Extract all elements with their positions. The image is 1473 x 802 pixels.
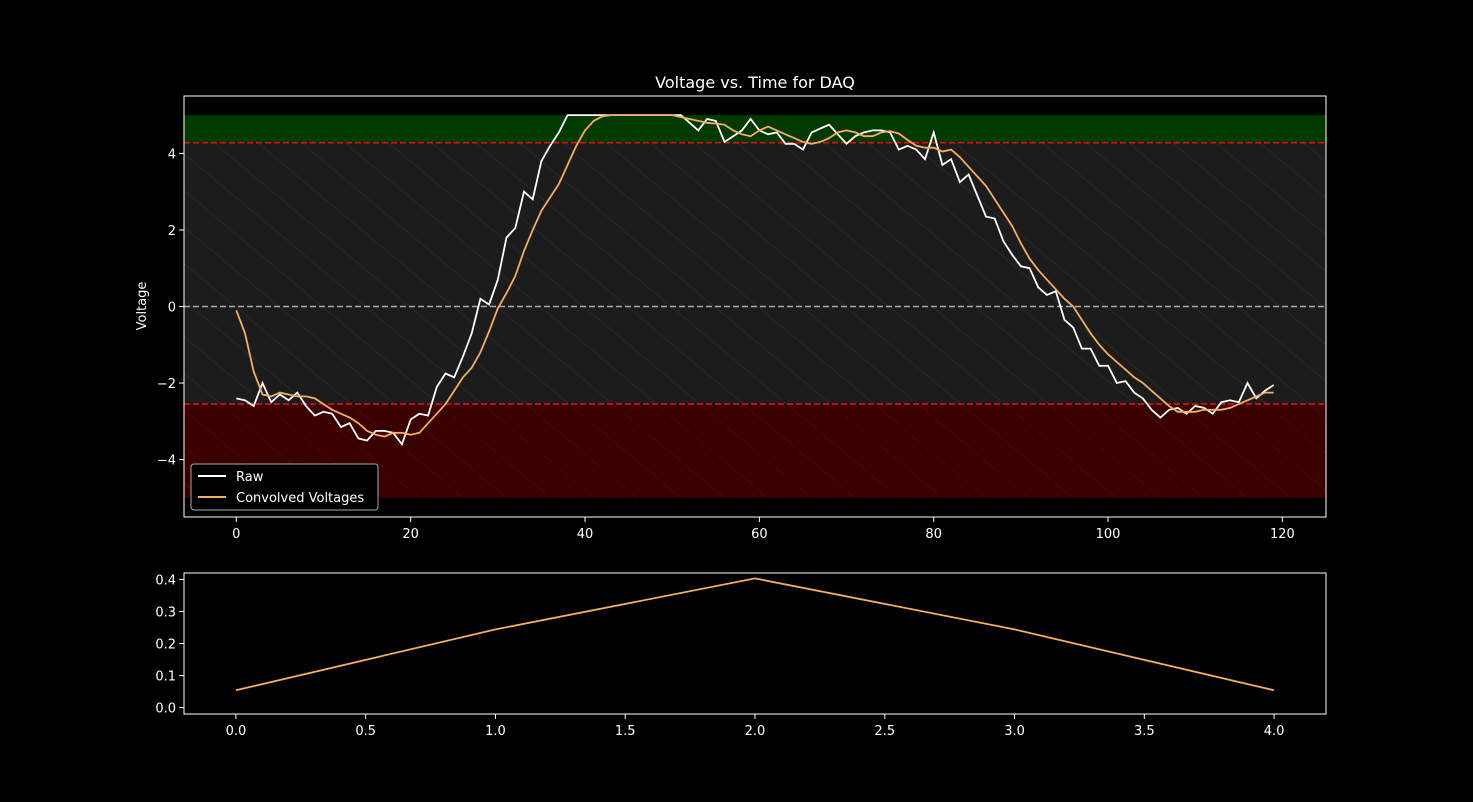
kernel-x-tick-label: 1.0 [485, 724, 506, 739]
kernel-plot-frame [183, 572, 1327, 715]
main-y-tick-label: −4 [157, 454, 176, 469]
green-band [184, 115, 1326, 143]
kernel-y-tick-label: 0.1 [155, 670, 176, 685]
kernel-chart: 0.0 0.5 1.0 1.5 2.0 2.5 3.0 3.5 4.0 0.0 0.1 0.2 0.3… [155, 572, 1327, 739]
kernel-x-tick-label: 2.0 [745, 724, 766, 739]
kernel-y-tick-label: 0.3 [155, 605, 176, 620]
kernel-y-ticks: 0.0 0.1 0.2 0.3 0.4 [155, 573, 184, 717]
kernel-series-line [235, 577, 1275, 692]
main-y-tick-label: 0 [168, 301, 176, 316]
kernel-x-tick-label: 0.5 [355, 724, 376, 739]
main-y-tick-label: −2 [157, 377, 176, 392]
main-y-ticks: −4 −2 0 2 4 [157, 147, 184, 469]
main-chart: Voltage vs. Time for DAQ Voltage 0 20 40 60… [135, 73, 1327, 542]
main-y-tick-label: 4 [168, 147, 176, 162]
main-x-tick-label: 120 [1270, 527, 1295, 542]
kernel-x-ticks: 0.0 0.5 1.0 1.5 2.0 2.5 3.0 3.5 4.0 [226, 714, 1285, 739]
gray-band-hatch [184, 142, 1326, 405]
kernel-x-tick-label: 0.0 [226, 724, 247, 739]
main-x-tick-label: 40 [577, 527, 594, 542]
chart-title: Voltage vs. Time for DAQ [655, 73, 855, 92]
kernel-y-tick-label: 0.4 [155, 573, 176, 588]
legend-convolved-label: Convolved Voltages [236, 491, 364, 506]
raw-series-line [236, 114, 1275, 447]
main-y-tick-label: 2 [168, 224, 176, 239]
main-x-tick-label: 60 [751, 527, 768, 542]
y-axis-label: Voltage [135, 282, 150, 331]
main-x-tick-label: 100 [1096, 527, 1121, 542]
kernel-x-tick-label: 3.5 [1134, 724, 1155, 739]
kernel-x-tick-label: 4.0 [1264, 724, 1285, 739]
kernel-x-tick-label: 3.0 [1004, 724, 1025, 739]
legend-box [190, 463, 379, 511]
main-x-tick-label: 80 [925, 527, 942, 542]
kernel-y-tick-label: 0.2 [155, 638, 176, 653]
legend: Raw Convolved Voltages [190, 463, 379, 511]
kernel-x-tick-label: 1.5 [615, 724, 636, 739]
convolved-series-line [235, 114, 1274, 438]
main-x-tick-label: 0 [232, 527, 240, 542]
kernel-x-tick-label: 2.5 [874, 724, 895, 739]
main-x-tick-label: 20 [402, 527, 419, 542]
main-x-ticks: 0 20 40 60 80 100 120 [232, 517, 1295, 542]
legend-raw-label: Raw [236, 470, 264, 485]
kernel-y-tick-label: 0.0 [155, 702, 176, 717]
